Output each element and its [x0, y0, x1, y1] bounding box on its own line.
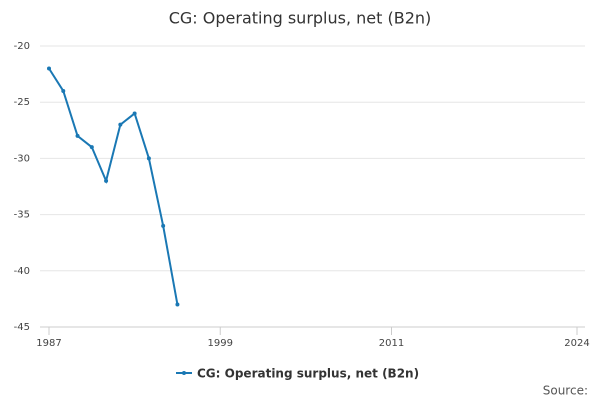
y-tick-label: -20	[14, 41, 30, 52]
y-tick-label: -25	[14, 97, 30, 108]
point	[89, 145, 94, 150]
legend-swatch-point	[182, 371, 186, 375]
point	[118, 122, 123, 127]
point	[47, 66, 51, 71]
x-tick-label: 2024	[564, 338, 589, 349]
point	[61, 88, 66, 93]
y-tick-label: -40	[14, 266, 30, 277]
line	[48, 67, 179, 305]
point	[104, 178, 109, 183]
legend-label: CG: Operating surplus, net (B2n)	[197, 367, 419, 381]
point	[175, 302, 180, 307]
y-tick-label: -35	[14, 210, 30, 221]
y-tick-label: -45	[14, 322, 30, 333]
y-tick-label: -30	[14, 153, 30, 164]
x-tick-label: 1999	[208, 338, 233, 349]
point	[146, 156, 151, 161]
chart-title: CG: Operating surplus, net (B2n)	[169, 9, 432, 28]
x-tick-label: 1987	[36, 338, 61, 349]
point	[132, 111, 137, 116]
point	[75, 133, 80, 138]
x-tick-label: 2011	[379, 338, 404, 349]
point	[161, 223, 166, 228]
source: Source:	[543, 384, 588, 398]
